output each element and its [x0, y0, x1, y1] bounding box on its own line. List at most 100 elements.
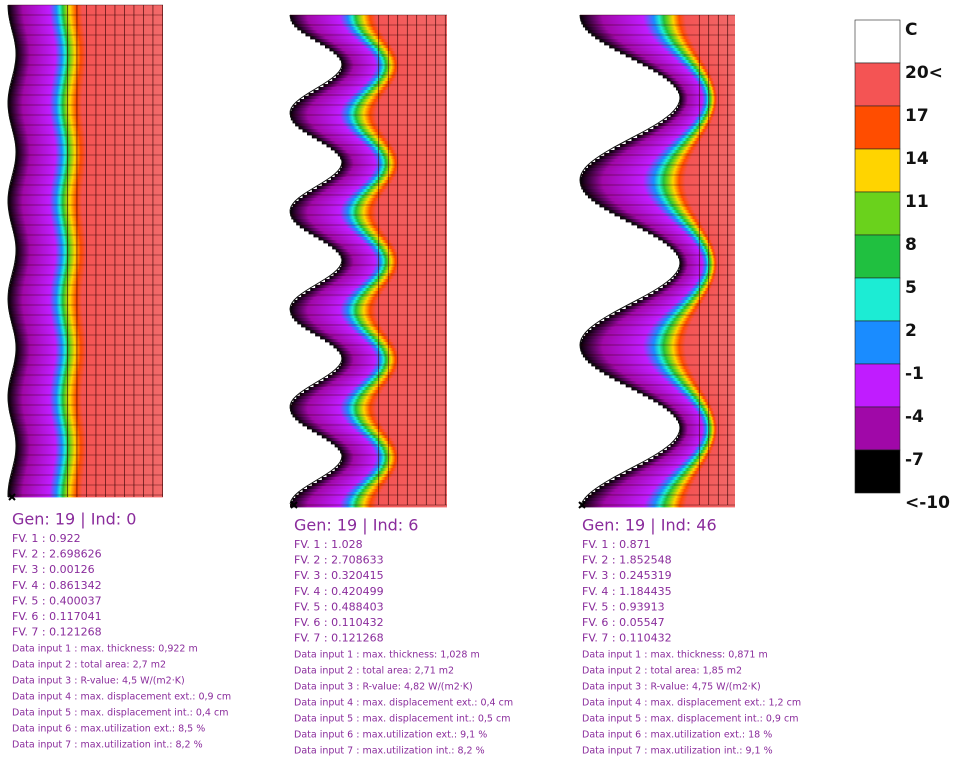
temperature-band: [332, 246, 447, 249]
legend-swatch: [855, 192, 900, 235]
temperature-band: [653, 399, 735, 402]
temperature-band: [342, 63, 447, 66]
panel-title: Gen: 19 | Ind: 46: [582, 516, 717, 535]
legend-swatch: [855, 364, 900, 407]
temperature-band: [599, 39, 735, 42]
temperature-band: [15, 260, 163, 263]
temperature-band: [663, 75, 735, 78]
temperature-band: [327, 144, 447, 147]
temperature-band: [9, 14, 163, 17]
temperature-band: [14, 233, 163, 236]
temperature-band: [16, 146, 163, 149]
temperature-band: [11, 377, 163, 380]
temperature-band: [8, 305, 163, 308]
temperature-band: [317, 480, 447, 483]
temperature-band: [331, 147, 447, 150]
temperature-band: [679, 423, 735, 426]
temperature-band: [301, 324, 447, 327]
temperature-band: [14, 464, 163, 467]
temperature-band: [626, 384, 735, 387]
temperature-band: [658, 237, 735, 240]
temperature-band: [12, 323, 163, 326]
temperature-band: [615, 48, 735, 51]
temperature-band: [674, 414, 735, 417]
temperature-band: [580, 177, 735, 180]
temperature-band: [585, 333, 735, 336]
temperature-band: [680, 96, 735, 99]
temperature-band: [678, 270, 735, 273]
temperature-band: [674, 249, 735, 252]
legend-label: 2: [905, 321, 917, 341]
temperature-band: [314, 234, 447, 237]
temperature-band: [599, 321, 735, 324]
temperature-band: [335, 174, 447, 177]
temperature-band: [304, 228, 447, 231]
temperature-band: [13, 35, 163, 38]
input-line: Data input 6 : max.utilization ext.: 18 …: [582, 730, 772, 741]
temperature-band: [8, 206, 163, 209]
temperature-band: [291, 108, 447, 111]
temperature-band: [304, 96, 447, 99]
temperature-band: [312, 189, 447, 192]
temperature-band: [11, 278, 163, 281]
fv-line: FV. 4 : 1.184435: [582, 585, 672, 598]
temperature-band: [338, 153, 447, 156]
fv-line: FV. 6 : 0.117041: [12, 610, 102, 623]
temperature-band: [11, 476, 163, 479]
input-line: Data input 5 : max. displacement int.: 0…: [12, 708, 228, 719]
temperature-band: [12, 80, 163, 83]
temperature-band: [643, 228, 735, 231]
temperature-band: [604, 153, 735, 156]
temperature-band: [15, 263, 163, 266]
fv-line: FV. 1 : 0.871: [582, 538, 651, 551]
temperature-band: [653, 291, 735, 294]
temperature-band: [599, 204, 735, 207]
legend-swatch: [855, 235, 900, 278]
temperature-band: [8, 293, 163, 296]
temperature-band: [293, 498, 447, 501]
fv-line: FV. 3 : 0.00126: [12, 563, 95, 576]
temperature-band: [653, 456, 735, 459]
temperature-band: [290, 408, 447, 411]
input-line: Data input 3 : R-value: 4,82 W/(m2·K): [294, 682, 473, 693]
temperature-band: [322, 477, 447, 480]
temperature-band: [323, 240, 447, 243]
temperature-band: [580, 15, 735, 18]
temperature-band: [13, 131, 163, 134]
temperature-band: [663, 120, 735, 123]
fv-line: FV. 5 : 0.93913: [582, 600, 665, 613]
temperature-band: [674, 441, 735, 444]
temperature-band: [588, 495, 735, 498]
temperature-band: [14, 71, 163, 74]
temperature-band: [335, 468, 447, 471]
temperature-band: [609, 480, 735, 483]
temperature-band: [8, 296, 163, 299]
temperature-band: [637, 135, 735, 138]
temperature-band: [16, 149, 163, 152]
temperature-band: [679, 267, 735, 270]
temperature-band: [339, 366, 447, 369]
legend-swatch: [855, 278, 900, 321]
temperature-band: [318, 237, 447, 240]
temperature-band: [16, 254, 163, 257]
input-line: Data input 4 : max. displacement ext.: 1…: [582, 698, 801, 709]
temperature-band: [312, 429, 447, 432]
temperature-band: [620, 144, 735, 147]
temperature-band: [604, 483, 735, 486]
temperature-band: [290, 306, 447, 309]
temperature-band: [14, 266, 163, 269]
fv-line: FV. 6 : 0.110432: [294, 616, 384, 629]
temperature-band: [591, 198, 735, 201]
temperature-band: [620, 216, 735, 219]
temperature-band: [588, 330, 735, 333]
temperature-band: [663, 240, 735, 243]
temperature-band: [674, 276, 735, 279]
temperature-band: [337, 54, 447, 57]
input-line: Data input 4 : max. displacement ext.: 0…: [12, 692, 231, 703]
fv-line: FV. 5 : 0.400037: [12, 594, 102, 607]
temperature-band: [583, 24, 735, 27]
panel-edge: [580, 15, 680, 504]
temperature-band: [293, 399, 447, 402]
temperature-band: [342, 357, 447, 360]
temperature-band: [581, 174, 735, 177]
